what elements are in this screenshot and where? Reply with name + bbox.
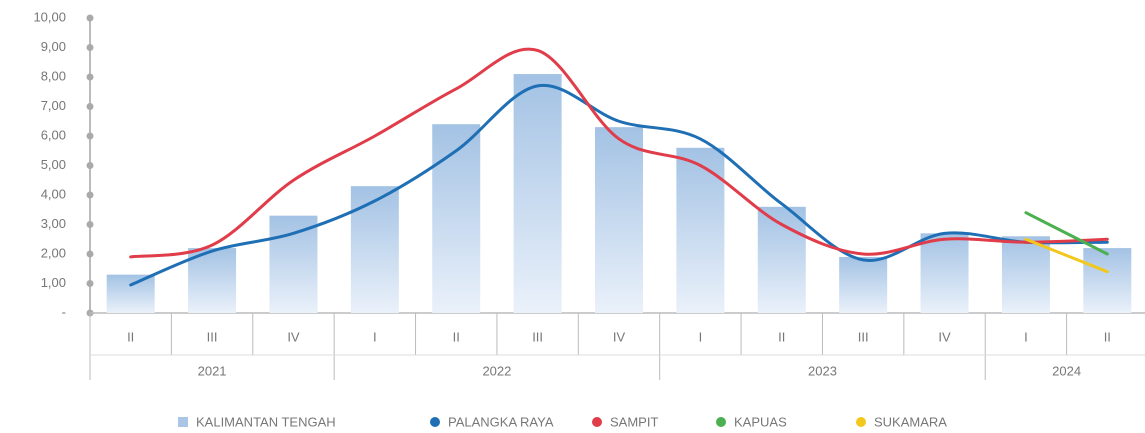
legend-label: SUKAMARA bbox=[874, 414, 947, 429]
group-label: 2024 bbox=[1052, 363, 1081, 378]
x-tick-label: III bbox=[207, 329, 218, 344]
x-tick-label: I bbox=[373, 329, 377, 344]
line bbox=[129, 47, 1109, 259]
x-tick-label: II bbox=[778, 329, 785, 344]
y-tick-label: 4,00 bbox=[41, 186, 66, 201]
y-tick bbox=[86, 14, 94, 22]
bar bbox=[188, 248, 237, 313]
bar bbox=[676, 147, 725, 313]
y-tick bbox=[86, 191, 94, 199]
bar bbox=[513, 74, 562, 313]
bar bbox=[432, 124, 481, 313]
x-tick-label: III bbox=[532, 329, 543, 344]
legend-swatch bbox=[430, 417, 440, 427]
bar bbox=[106, 274, 155, 313]
group-label: 2022 bbox=[482, 363, 511, 378]
x-tick-label: II bbox=[453, 329, 460, 344]
x-tick-label: II bbox=[127, 329, 134, 344]
line bbox=[1024, 237, 1109, 274]
y-tick bbox=[86, 103, 94, 110]
bar bbox=[1083, 248, 1132, 313]
y-tick bbox=[86, 162, 94, 169]
y-tick-label: 6,00 bbox=[41, 127, 66, 142]
legend-swatch bbox=[592, 417, 602, 427]
bar bbox=[839, 256, 888, 313]
bar bbox=[269, 215, 318, 313]
legend-label: SAMPIT bbox=[610, 414, 658, 429]
x-tick-label: IV bbox=[613, 329, 626, 344]
legend-swatch bbox=[856, 417, 866, 427]
bar bbox=[920, 233, 969, 313]
y-tick-label: 8,00 bbox=[41, 68, 66, 83]
bar bbox=[350, 186, 399, 313]
y-tick-label: - bbox=[62, 304, 66, 319]
bar bbox=[757, 206, 806, 313]
y-tick bbox=[86, 221, 94, 228]
x-tick-label: III bbox=[858, 329, 869, 344]
y-tick-label: 1,00 bbox=[41, 275, 66, 290]
y-tick bbox=[86, 132, 94, 140]
legend-label: KALIMANTAN TENGAH bbox=[196, 414, 336, 429]
y-tick-label: 5,00 bbox=[41, 157, 66, 172]
x-tick-label: IV bbox=[938, 329, 951, 344]
y-tick-label: 10,00 bbox=[33, 9, 66, 24]
group-label: 2021 bbox=[198, 363, 227, 378]
y-tick-label: 3,00 bbox=[41, 216, 66, 231]
legend-label: KAPUAS bbox=[734, 414, 787, 429]
legend-swatch bbox=[716, 417, 726, 427]
legend-label: PALANGKA RAYA bbox=[448, 414, 554, 429]
bar bbox=[595, 127, 643, 314]
x-tick-label: I bbox=[699, 329, 703, 344]
x-tick-label: I bbox=[1024, 329, 1028, 344]
y-tick-label: 2,00 bbox=[41, 245, 66, 260]
y-tick bbox=[86, 73, 94, 81]
x-tick-label: II bbox=[1104, 329, 1111, 344]
bar bbox=[1001, 236, 1050, 313]
line bbox=[1024, 211, 1109, 256]
y-tick bbox=[86, 280, 94, 287]
y-tick bbox=[86, 44, 94, 51]
group-label: 2023 bbox=[808, 363, 837, 378]
y-tick-label: 9,00 bbox=[41, 39, 66, 54]
y-tick bbox=[86, 250, 94, 258]
legend-swatch bbox=[178, 417, 188, 427]
line bbox=[129, 83, 1109, 287]
y-tick-label: 7,00 bbox=[41, 98, 66, 113]
x-tick-label: IV bbox=[287, 329, 300, 344]
